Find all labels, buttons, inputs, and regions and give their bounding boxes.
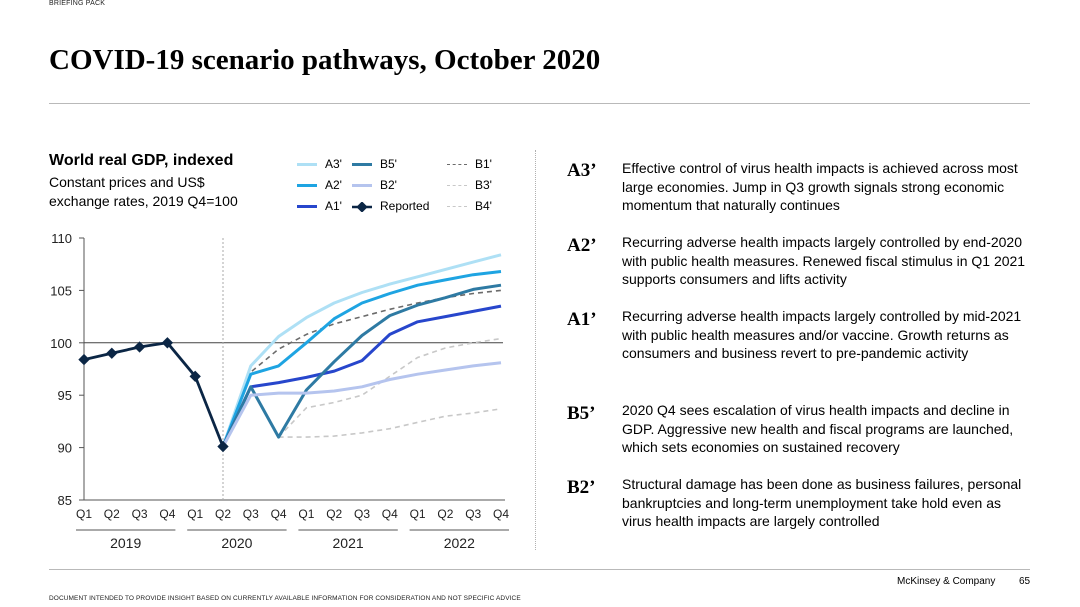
legend-label-b3: B3' [475, 178, 492, 192]
legend-swatch-reported [352, 201, 372, 213]
title-divider [49, 103, 1030, 104]
chart-title: World real GDP, indexed [49, 152, 234, 169]
y-tick-label-100: 100 [50, 336, 72, 351]
scenario-desc-a3: Effective control of virus health impact… [622, 160, 1018, 213]
series-line-b5 [221, 283, 502, 448]
reported-point [161, 337, 174, 349]
x-tick-label: Q1 [298, 507, 314, 521]
reported-point [106, 347, 118, 359]
x-tick-label: Q1 [187, 507, 203, 521]
scenario-desc-b5: 2020 Q4 sees escalation of virus health … [622, 402, 1014, 455]
legend-col-3: B1' B3' B4' [447, 156, 492, 214]
page-number: 65 [1019, 576, 1031, 587]
legend-swatch-a2 [297, 184, 317, 188]
legend-swatch-a1 [297, 205, 317, 209]
x-tick-label: Q2 [104, 507, 120, 521]
x-tick-label: Q2 [437, 507, 453, 521]
x-tick-label: Q4 [271, 507, 287, 521]
footer-disclaimer: DOCUMENT INTENDED TO PROVIDE INSIGHT BAS… [49, 595, 521, 602]
legend-label-b1: B1' [475, 157, 492, 171]
gdp-line-chart: 110 105 100 95 90 85 Q1 Q2 Q3 Q4 Q1 Q2 Q3 Q4 Q1 Q2 Q3 Q4 Q… [50, 231, 509, 551]
x-tick-label: Q3 [354, 507, 370, 521]
legend-item-b2: B2' [352, 177, 429, 193]
legend-item-a1: A1' [297, 198, 342, 214]
x-tick-label: Q4 [382, 507, 398, 521]
legend-swatch-b3 [447, 185, 467, 187]
x-tick-label: Q1 [410, 507, 426, 521]
legend-swatch-b5 [352, 163, 372, 167]
legend-label-b2: B2' [380, 178, 397, 192]
scenario-desc-a1: Recurring adverse health impacts largely… [622, 308, 1022, 361]
legend-swatch-b4 [447, 206, 467, 208]
legend-swatch-b1 [447, 164, 467, 166]
legend-item-reported: Reported [352, 198, 429, 214]
series-line-b2 [221, 361, 502, 448]
scenario-desc-b2: Structural damage has been done as busin… [622, 476, 1022, 529]
legend-item-a3: A3' [297, 156, 342, 172]
x-tick-label: Q3 [243, 507, 259, 521]
legend-label-reported: Reported [380, 199, 430, 213]
legend-label-b5: B5' [380, 157, 397, 171]
year-label-2022: 2022 [444, 535, 475, 551]
briefing-pack-label: BRIEFING PACK [49, 0, 106, 7]
legend-label-b4: B4' [475, 199, 492, 213]
scenario-desc-a2: Recurring adverse health impacts largely… [622, 234, 1026, 287]
legend-item-a2: A2' [297, 177, 342, 193]
legend-col-1: A3' A2' A1' [297, 156, 342, 214]
x-tick-label: Q4 [493, 507, 509, 521]
series-line-a1 [221, 304, 502, 448]
reported-point [78, 353, 90, 366]
legend-swatch-a3 [297, 163, 317, 167]
series-line-b4 [278, 408, 502, 438]
chart-subtitle-line-1: Constant prices and US$ [49, 174, 205, 190]
legend-item-b5: B5' [352, 156, 429, 172]
x-tick-label: Q2 [326, 507, 342, 521]
footer-divider [49, 569, 1030, 570]
year-label-2019: 2019 [110, 535, 141, 551]
scenario-code-a2: A2’ [567, 235, 597, 256]
legend-swatch-b2 [352, 184, 372, 188]
x-tick-label: Q1 [76, 507, 92, 521]
scenario-code-a1: A1’ [567, 309, 597, 330]
year-label-2021: 2021 [333, 535, 364, 551]
series-line-reported [83, 341, 225, 448]
legend-label-a2: A2' [325, 178, 342, 192]
reported-point [133, 341, 146, 353]
series-line-a3 [221, 253, 502, 448]
scenario-code-b5: B5’ [567, 403, 596, 424]
footer-company: McKinsey & Company [897, 576, 996, 587]
legend-item-b3: B3' [447, 177, 492, 193]
year-label-2020: 2020 [221, 535, 252, 551]
x-tick-label: Q2 [215, 507, 231, 521]
y-tick-label-90: 90 [58, 441, 72, 456]
chart-subtitle: Constant prices and US$ exchange rates, … [49, 173, 279, 211]
x-tick-label: Q3 [132, 507, 148, 521]
y-tick-label-110: 110 [51, 231, 72, 246]
page-title: COVID-19 scenario pathways, October 2020 [49, 44, 601, 76]
chart-subtitle-line-2: exchange rates, 2019 Q4=100 [49, 193, 238, 209]
series-line-b3 [278, 337, 502, 438]
x-tick-label: Q4 [159, 507, 175, 521]
reported-point [217, 440, 229, 453]
y-tick-label-85: 85 [58, 493, 72, 508]
legend-col-2: B5' B2' Reported [352, 156, 429, 214]
legend-label-a3: A3' [325, 157, 342, 171]
y-tick-label-95: 95 [58, 388, 72, 403]
legend-label-a1: A1' [325, 199, 342, 213]
legend-item-b4: B4' [447, 198, 492, 214]
reported-point [189, 370, 201, 382]
x-tick-label: Q3 [465, 507, 481, 521]
scenario-code-a3: A3’ [567, 160, 597, 181]
series-line-a2 [221, 270, 502, 448]
column-divider [535, 150, 536, 550]
legend-item-b1: B1' [447, 156, 492, 172]
scenario-code-b2: B2’ [567, 477, 596, 498]
y-tick-label-105: 105 [50, 283, 72, 298]
